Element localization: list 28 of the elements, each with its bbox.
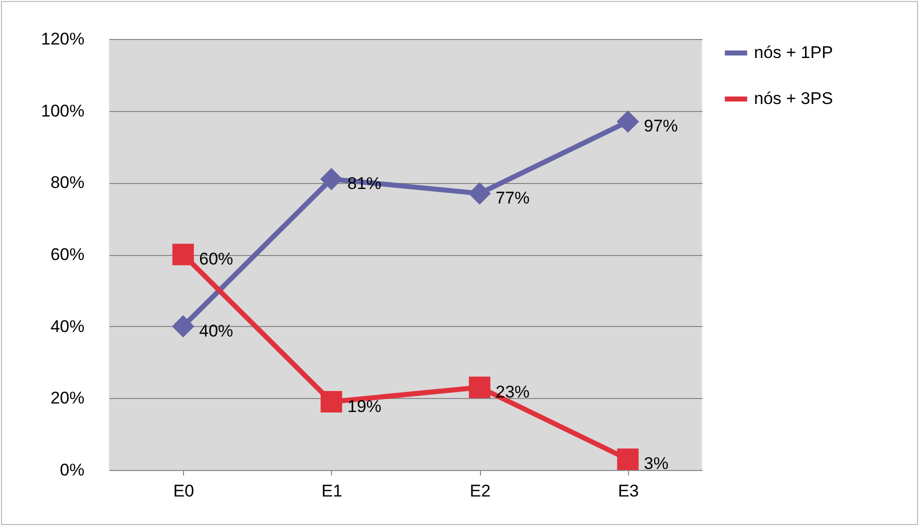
y-tick-label: 80% xyxy=(50,173,84,192)
x-tick-label: E2 xyxy=(470,482,491,500)
data-label: 77% xyxy=(496,188,530,208)
y-tick-label: 60% xyxy=(50,245,84,264)
y-tick-label: 40% xyxy=(50,316,84,336)
data-label: 3% xyxy=(644,454,668,474)
x-tick-label: E1 xyxy=(321,482,342,500)
point xyxy=(320,168,342,190)
y-tick-label: 0% xyxy=(60,460,84,480)
y-tick-label: 120% xyxy=(41,30,84,48)
legend-label: nós + 1PP xyxy=(754,43,833,62)
x-tick-label: E3 xyxy=(618,482,639,500)
point xyxy=(320,391,342,413)
x-tick-label: E0 xyxy=(173,482,194,500)
point xyxy=(617,110,639,132)
data-label: 19% xyxy=(347,396,382,416)
point xyxy=(468,376,490,398)
data-label: 97% xyxy=(644,116,678,136)
data-label: 40% xyxy=(199,321,234,340)
legend-label: nós + 3PS xyxy=(754,89,833,108)
point xyxy=(468,182,490,204)
y-tick-label: 100% xyxy=(41,101,84,120)
data-label: 60% xyxy=(199,250,234,268)
data-label: 23% xyxy=(496,382,530,402)
y-tick-label: 20% xyxy=(50,388,84,408)
point xyxy=(172,244,194,266)
point xyxy=(172,316,194,338)
point xyxy=(617,448,639,470)
